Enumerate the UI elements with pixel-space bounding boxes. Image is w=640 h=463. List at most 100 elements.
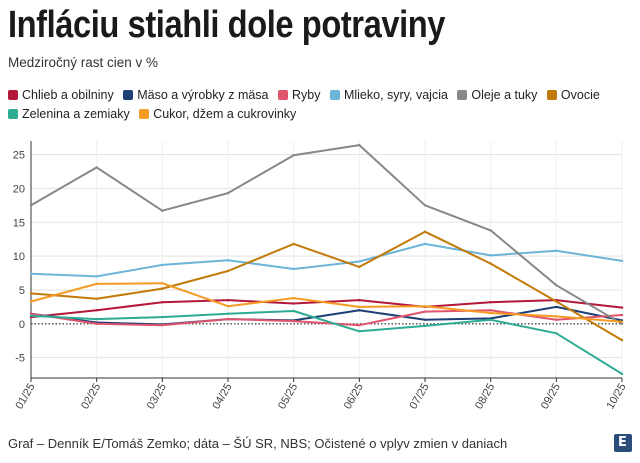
data-point-3-0 bbox=[29, 272, 33, 275]
data-point-7-8 bbox=[555, 315, 558, 318]
data-point-3-9 bbox=[620, 259, 624, 263]
legend-item-maso: Mäso a výrobky z mäsa bbox=[123, 86, 269, 105]
y-tick-label: 10 bbox=[13, 251, 25, 263]
y-tick-label: 25 bbox=[13, 150, 25, 162]
legend-label: Mäso a výrobky z mäsa bbox=[137, 88, 269, 102]
x-tick-label: 07/25 bbox=[407, 382, 431, 412]
data-point-7-2 bbox=[161, 282, 164, 285]
x-tick-label: 05/25 bbox=[276, 382, 300, 412]
data-point-4-0 bbox=[29, 204, 33, 207]
series-line-5 bbox=[30, 230, 623, 342]
data-point-2-0 bbox=[29, 312, 33, 315]
data-point-3-4 bbox=[292, 267, 295, 271]
legend-swatch bbox=[546, 90, 557, 100]
legend-swatch bbox=[329, 90, 340, 100]
data-point-7-7 bbox=[489, 311, 492, 315]
data-point-2-3 bbox=[226, 317, 230, 321]
legend-swatch bbox=[8, 90, 18, 100]
data-point-5-7 bbox=[489, 262, 492, 265]
data-point-0-4 bbox=[292, 302, 295, 305]
x-tick-label: 03/25 bbox=[145, 382, 169, 412]
data-point-3-6 bbox=[423, 242, 427, 246]
data-point-6-2 bbox=[161, 315, 164, 319]
data-point-4-5 bbox=[358, 143, 361, 147]
data-point-7-1 bbox=[95, 282, 98, 286]
data-point-6-7 bbox=[489, 318, 492, 321]
data-point-0-3 bbox=[226, 298, 230, 302]
y-tick-label: -5 bbox=[15, 353, 25, 365]
x-tick-label: 09/25 bbox=[539, 382, 563, 412]
data-point-2-1 bbox=[95, 322, 98, 326]
data-point-4-7 bbox=[489, 229, 492, 232]
data-point-4-6 bbox=[423, 204, 427, 207]
legend-swatch bbox=[8, 109, 18, 119]
legend-item-ryby: Ryby bbox=[278, 86, 320, 105]
data-point-7-0 bbox=[29, 300, 33, 303]
chart-subtitle: Medziročný rast cien v % bbox=[8, 55, 159, 70]
legend-label: Ovocie bbox=[560, 88, 600, 102]
data-point-5-4 bbox=[292, 242, 295, 246]
legend-label: Chlieb a obilniny bbox=[22, 88, 114, 102]
legend: Chlieb a obilniny Mäso a výrobky z mäsa … bbox=[8, 86, 636, 124]
data-point-4-2 bbox=[161, 209, 164, 212]
x-tick-label: 08/25 bbox=[473, 381, 497, 411]
data-point-0-5 bbox=[358, 298, 361, 302]
legend-swatch bbox=[123, 90, 134, 100]
data-point-2-5 bbox=[358, 323, 361, 327]
data-point-2-8 bbox=[555, 318, 558, 321]
data-point-7-6 bbox=[423, 305, 427, 308]
legend-item-chlieb: Chlieb a obilniny bbox=[8, 86, 114, 105]
x-tick-label: 10/25 bbox=[604, 382, 628, 412]
legend-row-2: Zelenina a zemiaky Cukor, džem a cukrovi… bbox=[8, 105, 636, 124]
data-point-5-9 bbox=[620, 338, 624, 342]
legend-label: Zelenina a zemiaky bbox=[22, 107, 130, 121]
legend-swatch bbox=[139, 109, 150, 119]
series-line-7 bbox=[30, 282, 623, 323]
data-point-4-8 bbox=[555, 284, 558, 287]
data-point-6-5 bbox=[358, 330, 361, 333]
legend-label: Ryby bbox=[292, 88, 321, 102]
data-point-2-2 bbox=[161, 323, 164, 327]
data-point-3-1 bbox=[95, 275, 98, 278]
data-point-7-9 bbox=[620, 320, 624, 323]
data-point-0-7 bbox=[489, 300, 492, 304]
y-tick-label: 20 bbox=[13, 183, 25, 195]
data-point-5-5 bbox=[358, 265, 361, 269]
data-point-6-0 bbox=[29, 314, 33, 317]
data-point-1-5 bbox=[358, 309, 361, 312]
data-point-5-1 bbox=[95, 297, 98, 300]
data-point-3-5 bbox=[358, 260, 361, 263]
data-point-3-8 bbox=[555, 249, 558, 252]
x-tick-label: 01/25 bbox=[13, 382, 37, 412]
legend-row-1: Chlieb a obilniny Mäso a výrobky z mäsa … bbox=[8, 86, 636, 105]
data-point-1-6 bbox=[423, 318, 427, 321]
data-point-6-1 bbox=[95, 317, 98, 321]
data-point-0-2 bbox=[161, 300, 164, 304]
y-tick-label: 15 bbox=[13, 217, 25, 229]
x-tick-label: 02/25 bbox=[79, 382, 103, 412]
legend-label: Cukor, džem a cukrovinky bbox=[153, 107, 297, 121]
legend-item-oleje: Oleje a tuky bbox=[457, 86, 537, 105]
data-point-7-3 bbox=[226, 305, 230, 308]
data-point-5-2 bbox=[161, 287, 164, 290]
data-point-5-6 bbox=[423, 230, 427, 233]
data-point-6-4 bbox=[292, 309, 295, 313]
data-point-2-7 bbox=[489, 309, 492, 312]
series-line-4 bbox=[30, 144, 623, 325]
source-footer: Graf – Denník E/Tomáš Zemko; dáta – ŠÚ S… bbox=[8, 436, 508, 451]
x-tick-label: 06/25 bbox=[342, 382, 366, 412]
data-point-7-5 bbox=[358, 305, 361, 309]
data-point-7-4 bbox=[292, 296, 295, 300]
chart-title: Infláciu stiahli dole potraviny bbox=[8, 4, 446, 46]
data-point-2-9 bbox=[620, 313, 624, 317]
data-point-3-2 bbox=[161, 263, 164, 267]
data-point-6-6 bbox=[423, 324, 427, 328]
legend-label: Oleje a tuky bbox=[471, 88, 538, 102]
legend-item-cukor: Cukor, džem a cukrovinky bbox=[139, 105, 296, 124]
legend-item-mlieko: Mlieko, syry, vajcia bbox=[329, 86, 448, 105]
data-point-4-3 bbox=[226, 191, 230, 195]
denník-e-logo-icon: E bbox=[614, 434, 632, 452]
data-point-5-8 bbox=[555, 300, 558, 303]
data-point-4-1 bbox=[95, 166, 98, 169]
legend-swatch bbox=[457, 90, 468, 100]
